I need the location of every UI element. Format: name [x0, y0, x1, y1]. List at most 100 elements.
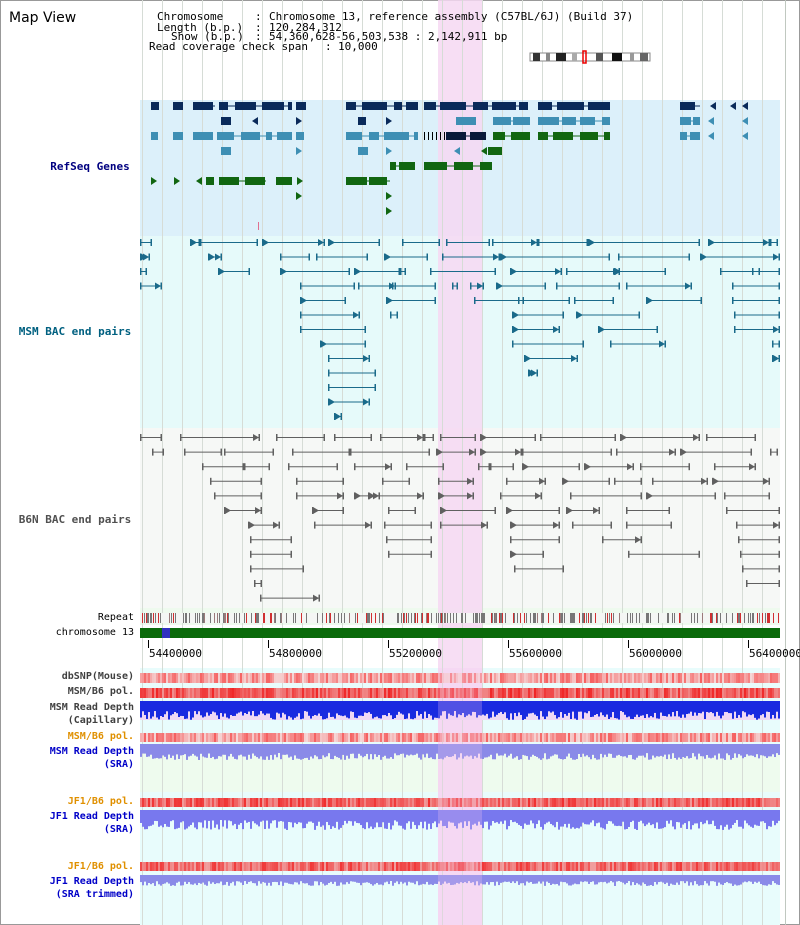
heat-cell: [392, 688, 394, 698]
heat-cell: [170, 673, 172, 683]
depth-gap: [548, 711, 550, 720]
heat-cell: [294, 733, 296, 742]
heat-cell: [172, 733, 174, 742]
depth-bar: [668, 744, 670, 755]
chromosome-track-label[interactable]: chromosome 13: [55, 627, 134, 638]
depth-bar: [442, 744, 444, 760]
bac-end: [162, 448, 164, 456]
heat-cell: [326, 673, 328, 683]
dbsnp-track-label[interactable]: dbSNP(Mouse): [61, 671, 134, 682]
heat-cell: [232, 733, 234, 742]
heat-cell: [160, 688, 162, 698]
depth-bar: [638, 744, 640, 756]
heat-cell: [516, 798, 518, 807]
bac-end: [754, 434, 756, 441]
heat-cell: [570, 733, 572, 742]
msm-read-depth-sra-label[interactable]: MSM Read Depth (SRA): [10, 745, 134, 771]
bac-end: [436, 448, 438, 456]
repeat-element: [228, 613, 229, 623]
heat-cell: [480, 733, 482, 742]
heat-cell: [212, 862, 214, 871]
jf1-read-depth-sra-label[interactable]: JF1 Read Depth (SRA): [10, 810, 134, 836]
depth-gap: [642, 715, 644, 720]
jf1-b6-pol-label-2[interactable]: JF1/B6 pol.: [67, 861, 134, 872]
heat-cell: [264, 733, 266, 742]
repeat-element: [431, 613, 432, 623]
heat-cell: [744, 798, 746, 807]
heat-cell: [218, 733, 220, 742]
heat-cell: [654, 733, 656, 742]
gene-exon: [562, 117, 576, 125]
depth-bar: [448, 875, 450, 883]
msm-bac-track-label[interactable]: MSM BAC end pairs: [18, 325, 132, 338]
depth-gap: [410, 718, 412, 720]
depth-gap: [418, 715, 420, 720]
heat-cell: [622, 798, 624, 807]
depth-bar: [208, 701, 210, 716]
refseq-track-label[interactable]: RefSeq Genes: [50, 160, 130, 173]
heat-cell: [476, 688, 478, 698]
heat-cell: [282, 673, 284, 683]
msm-read-depth-capillary-label[interactable]: MSM Read Depth (Capillary): [10, 701, 134, 727]
heat-cell: [286, 862, 288, 871]
depth-bar: [492, 875, 494, 883]
depth-bar: [562, 810, 564, 827]
heat-cell: [258, 798, 260, 807]
heat-cell: [720, 733, 722, 742]
heat-cell: [280, 862, 282, 871]
depth-bar: [314, 744, 316, 756]
depth-bar: [710, 875, 712, 882]
heat-cell: [696, 673, 698, 683]
b6n-bac-track-label[interactable]: B6N BAC end pairs: [18, 513, 132, 526]
heat-cell: [308, 798, 310, 807]
repeat-element: [697, 613, 698, 623]
heat-cell: [490, 688, 492, 698]
depth-bar: [764, 810, 766, 823]
depth-bar: [336, 701, 338, 714]
heat-cell: [146, 673, 148, 683]
depth-bar: [328, 744, 330, 754]
depth-bar: [160, 744, 162, 759]
jf1-read-depth-trimmed-label[interactable]: JF1 Read Depth (SRA trimmed): [10, 875, 134, 901]
heat-cell: [166, 673, 168, 683]
heat-cell: [274, 733, 276, 742]
depth-bar: [604, 701, 606, 717]
msm-b6-pol-label-2[interactable]: MSM/B6 pol.: [67, 731, 134, 742]
depth-bar: [236, 810, 238, 830]
heat-cell: [176, 673, 178, 683]
heat-cell: [376, 798, 378, 807]
bac-end: [510, 521, 512, 529]
bac-end: [740, 550, 742, 558]
heat-cell: [440, 733, 442, 742]
heat-cell: [292, 688, 294, 698]
depth-gap: [390, 715, 392, 720]
depth-bar: [466, 744, 468, 756]
depth-bar: [224, 701, 226, 714]
heat-cell: [394, 688, 396, 698]
repeat-element: [251, 613, 252, 623]
heat-cell: [560, 673, 562, 683]
heat-cell: [256, 688, 258, 698]
depth-bar: [450, 744, 452, 757]
depth-bar: [290, 810, 292, 823]
depth-bar: [180, 701, 182, 716]
heat-cell: [544, 733, 546, 742]
depth-bar: [674, 701, 676, 717]
depth-bar: [222, 744, 224, 755]
msm-b6-pol-label[interactable]: MSM/B6 pol.: [67, 686, 134, 697]
bac-end-arrow: [693, 434, 699, 441]
heat-cell: [222, 733, 224, 742]
repeat-element: [609, 613, 610, 623]
heat-cell: [352, 688, 354, 698]
depth-gap: [530, 713, 532, 720]
repeat-track-label[interactable]: Repeat: [97, 612, 134, 623]
depth-bar: [688, 701, 690, 714]
repeat-element: [442, 613, 443, 623]
bac-end-arrow: [501, 253, 507, 261]
jf1-b6-pol-label[interactable]: JF1/B6 pol.: [67, 796, 134, 807]
heat-cell: [148, 862, 150, 871]
depth-bar: [374, 701, 376, 718]
heat-cell: [588, 733, 590, 742]
depth-bar: [488, 701, 490, 719]
heat-cell: [180, 733, 182, 742]
